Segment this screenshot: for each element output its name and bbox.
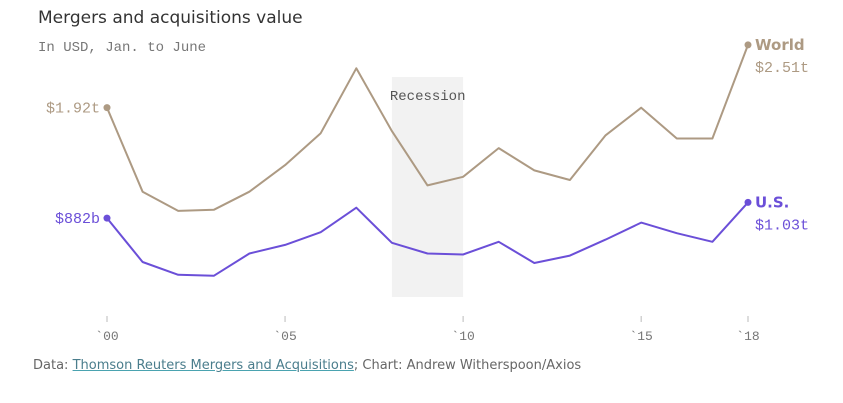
end-point-us (744, 198, 752, 206)
series-name-label-world: World (755, 36, 805, 54)
footer-suffix: ; Chart: Andrew Witherspoon/Axios (353, 358, 582, 373)
series-line-world (106, 44, 749, 212)
x-tick-label: `18 (736, 329, 759, 344)
footer-prefix: Data: (33, 358, 73, 373)
x-tick-label: `15 (629, 329, 652, 344)
series-line-us (106, 201, 749, 277)
end-value-label-world: $2.51t (755, 60, 809, 77)
x-tick-label: `05 (273, 329, 296, 344)
recession-label: Recession (390, 89, 466, 105)
chart-subtitle: In USD, Jan. to June (38, 40, 207, 56)
source-link[interactable]: Thomson Reuters Mergers and Acquisitions (72, 358, 354, 373)
chart-title: Mergers and acquisitions value (38, 8, 303, 28)
recession-band (391, 77, 464, 297)
series-name-label-us: U.S. (755, 193, 789, 211)
x-tick-label: `00 (95, 329, 118, 344)
x-tick-label: `10 (451, 329, 474, 344)
start-value-label-us: $882b (55, 211, 100, 228)
start-point-world (103, 104, 111, 112)
start-value-label-world: $1.92t (46, 101, 100, 118)
end-value-label-us: $1.03t (755, 217, 809, 234)
end-point-world (744, 41, 752, 49)
start-point-us (103, 214, 111, 222)
chart-footer: Data: Thomson Reuters Mergers and Acquis… (33, 358, 581, 373)
line-chart: Recession `00 `05 `10 `15 `18 $1.92t World $2.51… (46, 36, 809, 344)
